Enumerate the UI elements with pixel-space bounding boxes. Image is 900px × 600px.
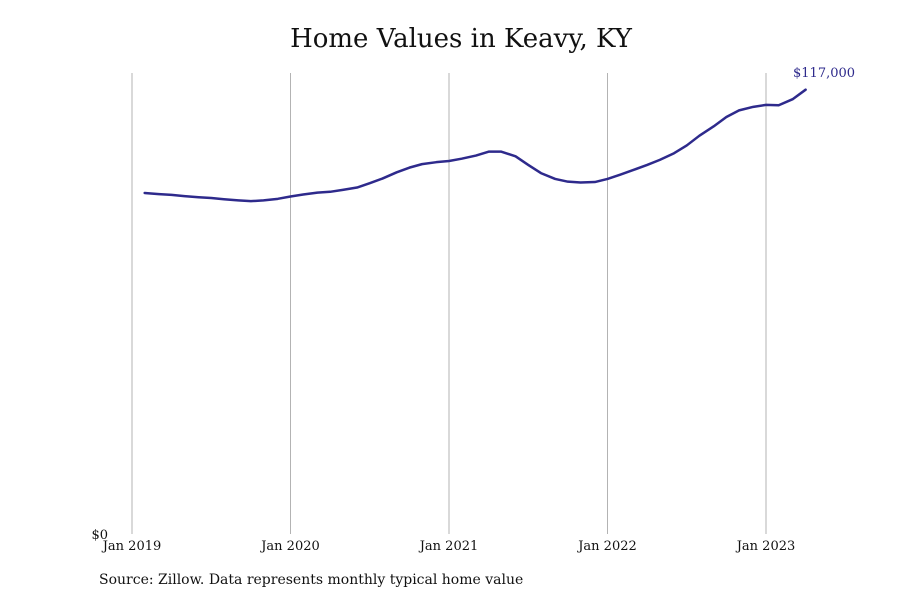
y-tick-label: $0 [91, 528, 108, 543]
x-gridlines [131, 73, 767, 534]
chart-title: Home Values in Keavy, KY [290, 24, 632, 54]
x-tick-label: Jan 2021 [418, 539, 479, 554]
y-tick-labels: $0 [91, 528, 108, 543]
end-value-label: $117,000 [793, 66, 855, 81]
x-tick-labels: Jan 2019 Jan 2020 Jan 2021 Jan 2022 Jan 2023 [101, 539, 796, 554]
series-line [143, 88, 807, 203]
series-lines [143, 88, 807, 203]
x-tick-label: Jan 2022 [576, 539, 637, 554]
annotations: $117,000 [793, 66, 855, 81]
x-tick-label: Jan 2023 [735, 539, 796, 554]
x-tick-label: Jan 2019 [101, 539, 162, 554]
source-note: Source: Zillow. Data represents monthly … [99, 572, 524, 588]
x-tick-label: Jan 2020 [259, 539, 320, 554]
